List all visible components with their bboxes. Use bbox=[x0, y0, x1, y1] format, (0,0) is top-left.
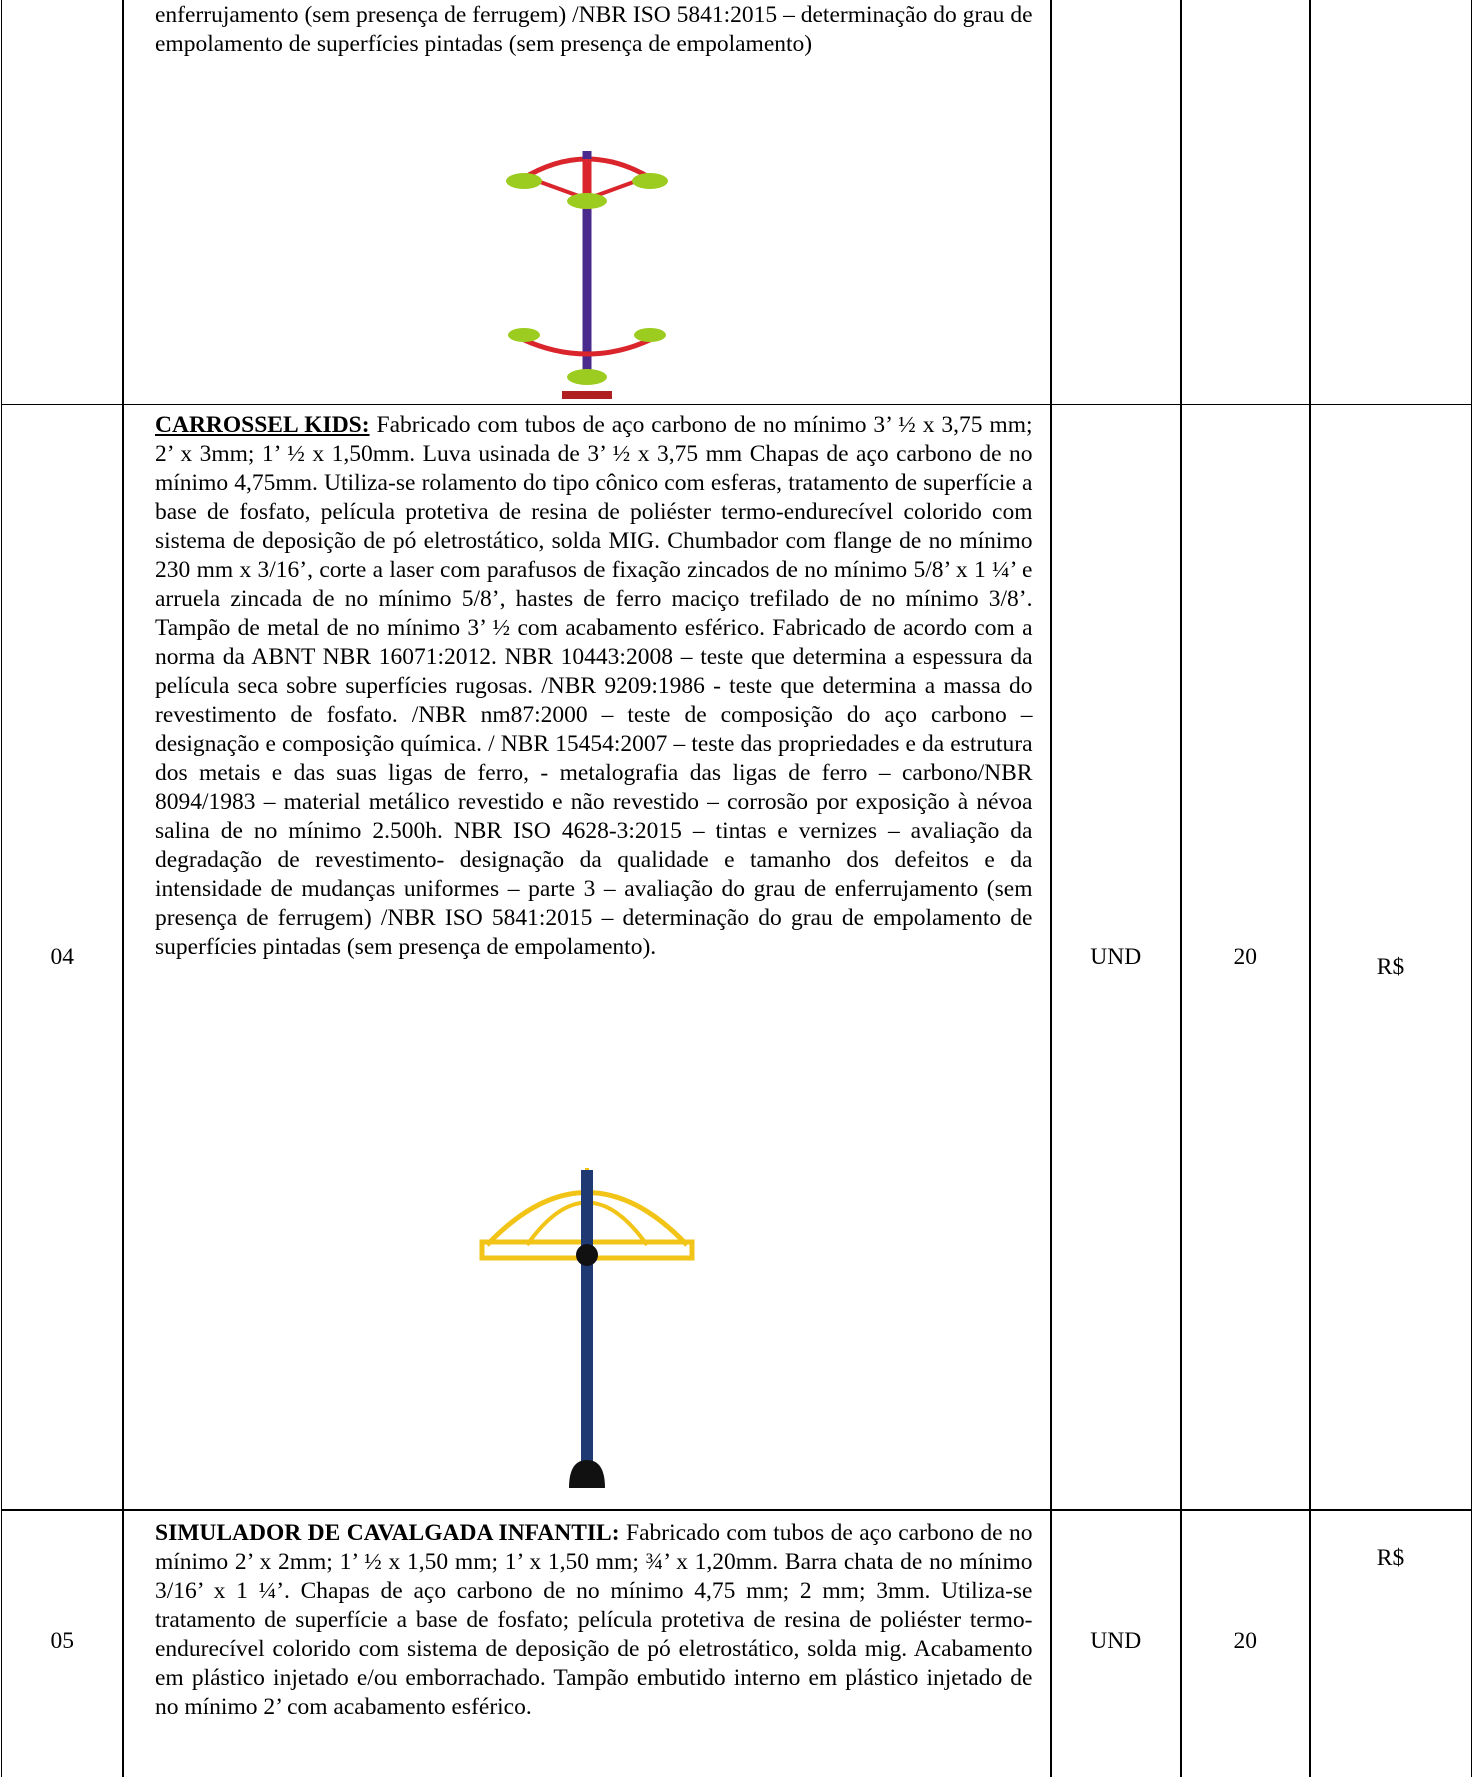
product-image bbox=[505, 151, 668, 399]
description-cell: SIMULADOR DE CAVALGADA INFANTIL: Fabrica… bbox=[122, 1509, 1052, 1777]
item-cell: 04 bbox=[1, 404, 124, 1511]
price-cell: R$ bbox=[1309, 1509, 1472, 1777]
quantity-cell bbox=[1180, 0, 1311, 405]
item-number: 05 bbox=[50, 1627, 75, 1654]
product-title: CARROSSEL KIDS: bbox=[155, 412, 370, 438]
unit-cell: UND bbox=[1050, 1509, 1182, 1777]
price: R$ bbox=[1376, 1545, 1405, 1571]
item-cell: 05 bbox=[1, 1509, 124, 1777]
description-cell: enferrujamento (sem presença de ferrugem… bbox=[122, 0, 1052, 405]
unit-cell: UND bbox=[1050, 404, 1182, 1511]
description-text: Fabricado com tubos de aço carbono de no… bbox=[155, 412, 1033, 960]
unit: UND bbox=[1090, 1627, 1142, 1654]
price-cell: R$ bbox=[1309, 404, 1472, 1511]
product-image bbox=[479, 1168, 695, 1488]
description: CARROSSEL KIDS: Fabricado com tubos de a… bbox=[123, 405, 1051, 962]
quantity: 20 bbox=[1233, 1627, 1258, 1654]
price-cell bbox=[1309, 0, 1472, 405]
quantity-cell: 20 bbox=[1180, 404, 1311, 1511]
unit: UND bbox=[1090, 943, 1142, 970]
description-text: Fabricado com tubos de aço carbono de no… bbox=[155, 1520, 1033, 1720]
description-cell: CARROSSEL KIDS: Fabricado com tubos de a… bbox=[122, 404, 1052, 1511]
description-text: enferrujamento (sem presença de ferrugem… bbox=[155, 2, 1033, 57]
unit-cell bbox=[1050, 0, 1182, 405]
item-cell bbox=[1, 0, 124, 405]
description: enferrujamento (sem presença de ferrugem… bbox=[123, 0, 1051, 59]
quantity: 20 bbox=[1233, 943, 1258, 970]
description: SIMULADOR DE CAVALGADA INFANTIL: Fabrica… bbox=[123, 1510, 1051, 1722]
quantity-cell: 20 bbox=[1180, 1509, 1311, 1777]
price: R$ bbox=[1376, 953, 1405, 980]
item-number: 04 bbox=[50, 943, 75, 970]
product-title: SIMULADOR DE CAVALGADA INFANTIL: bbox=[155, 1520, 620, 1546]
